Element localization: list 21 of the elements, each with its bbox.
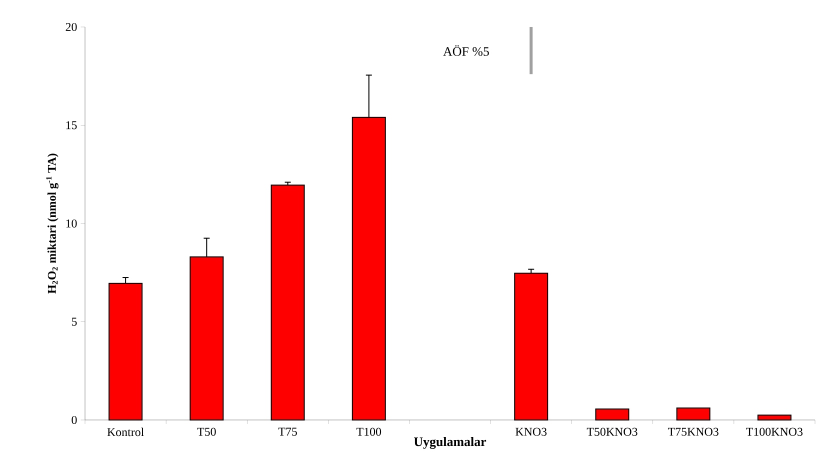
y-axis-title: H$_{2}$O$_{2}$ miktari (nmol g$^{-1}$ TA) xyxy=(46,154,58,294)
bar xyxy=(757,414,792,420)
y-tick-label: 20 xyxy=(66,22,77,32)
bar xyxy=(595,408,630,420)
x-tick-label: Kontrol xyxy=(107,428,144,436)
bar xyxy=(676,408,710,420)
y-tick-label: 10 xyxy=(66,219,77,228)
x-tick-label: T100KNO3 xyxy=(746,428,803,436)
bar xyxy=(270,184,305,420)
y-tick-label: 5 xyxy=(72,318,77,326)
y-tick-label: 15 xyxy=(66,121,77,130)
x-tick-label: T50 xyxy=(197,428,216,436)
x-axis-title: Uygulamalar xyxy=(414,437,486,449)
x-tick-label: T50KNO3 xyxy=(586,428,638,436)
x-tick-label: T75 xyxy=(278,428,297,436)
x-tick-label: T75KNO3 xyxy=(668,428,718,436)
x-tick-label: KNO3 xyxy=(516,428,547,436)
bar xyxy=(514,272,548,420)
y-tick-label: 0 xyxy=(72,416,77,424)
x-tick-label: T100 xyxy=(356,428,382,436)
annotation: AÖF %5 xyxy=(443,45,489,56)
